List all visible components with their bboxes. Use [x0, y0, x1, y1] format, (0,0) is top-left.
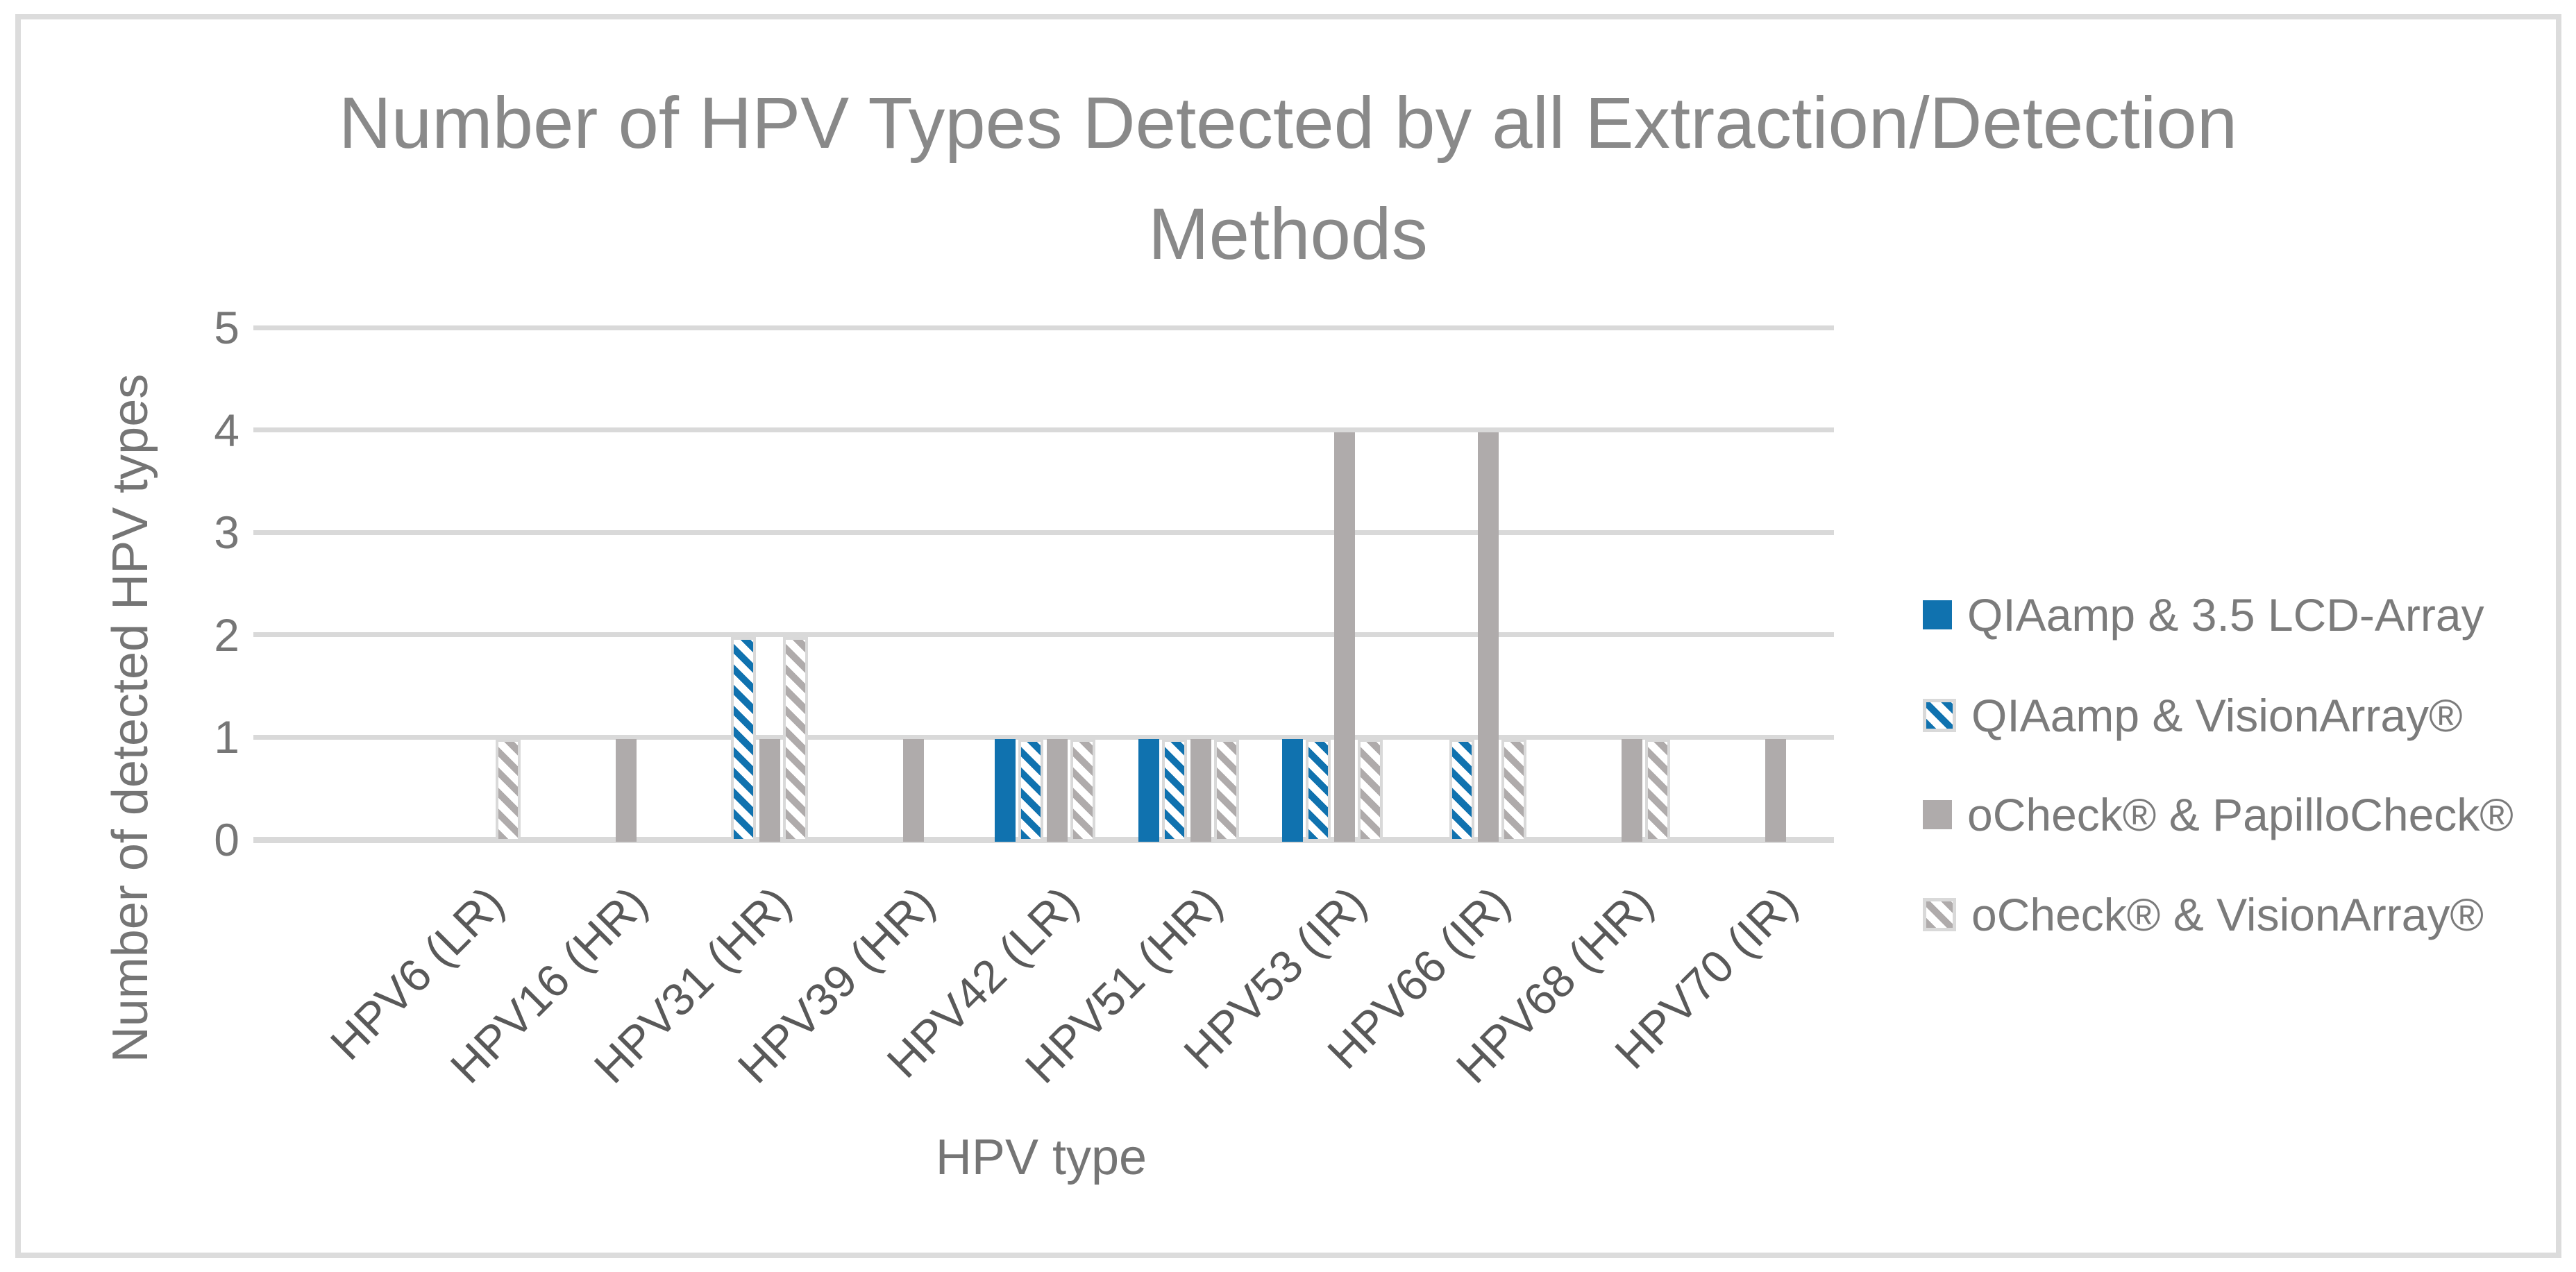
legend-item-ocheck-visionarray: oCheck® & VisionArray® [1923, 889, 2484, 940]
legend-swatch-solid-blue-icon [1923, 600, 1952, 629]
y-tick-label-0: 0 [214, 814, 239, 865]
bar-series1-HPV51 (HR) [1138, 739, 1160, 842]
bar-series3-HPV51 (HR) [1190, 739, 1211, 842]
legend-swatch-hatch-gray-icon [1923, 898, 1956, 931]
bar-series4-HPV66 (IR) [1501, 739, 1526, 842]
y-tick-label-1: 1 [214, 711, 239, 763]
chart-title: Number of HPV Types Detected by all Extr… [0, 68, 2576, 290]
gridline-0 [253, 836, 1834, 843]
bar-series4-HPV68 (HR) [1644, 739, 1670, 842]
bar-series2-HPV31 (HR) [731, 636, 757, 842]
bar-series4-HPV53 (IR) [1357, 739, 1383, 842]
gridline-1 [253, 734, 1834, 740]
x-axis-title: HPV type [935, 1130, 1147, 1185]
legend-label: QIAamp & 3.5 LCD-Array [1967, 589, 2484, 641]
bar-series3-HPV70 (IR) [1765, 739, 1786, 842]
legend-label: QIAamp & VisionArray® [1971, 690, 2463, 741]
legend-item-qiaamp-visionarray: QIAamp & VisionArray® [1923, 690, 2463, 741]
bar-series1-HPV53 (IR) [1282, 739, 1304, 842]
bar-series2-HPV66 (IR) [1449, 739, 1475, 842]
y-tick-label-4: 4 [214, 404, 239, 456]
y-tick-label-5: 5 [214, 302, 239, 353]
gridline-4 [253, 427, 1834, 433]
legend-swatch-solid-gray-icon [1923, 800, 1952, 829]
bar-series4-HPV6 (LR) [495, 739, 521, 842]
bar-series1-HPV42 (LR) [995, 739, 1016, 842]
bar-series3-HPV39 (HR) [902, 739, 924, 842]
bar-series3-HPV42 (LR) [1046, 739, 1068, 842]
bar-series4-HPV51 (HR) [1213, 739, 1239, 842]
chart-title-line-2: Methods [1148, 194, 1428, 275]
bar-series3-HPV31 (HR) [759, 739, 780, 842]
bar-series2-HPV42 (LR) [1018, 739, 1044, 842]
bar-series2-HPV51 (HR) [1162, 739, 1188, 842]
gridline-5 [253, 325, 1834, 330]
y-tick-label-3: 3 [214, 507, 239, 559]
legend-swatch-hatch-blue-icon [1923, 699, 1956, 732]
gridline-2 [253, 632, 1834, 638]
bar-series3-HPV53 (IR) [1333, 432, 1355, 842]
bar-series3-HPV66 (IR) [1477, 432, 1499, 842]
bar-series2-HPV53 (IR) [1306, 739, 1331, 842]
bar-series3-HPV68 (HR) [1621, 739, 1642, 842]
legend-item-qiaamp-lcd-array: QIAamp & 3.5 LCD-Array [1923, 589, 2484, 641]
legend-label: oCheck® & PapilloCheck® [1967, 789, 2514, 840]
chart-title-line-1: Number of HPV Types Detected by all Extr… [338, 83, 2238, 164]
y-axis-title: Number of detected HPV types [103, 373, 158, 1063]
legend-label: oCheck® & VisionArray® [1971, 889, 2484, 940]
legend-item-ocheck-papillocheck: oCheck® & PapilloCheck® [1923, 789, 2514, 840]
bar-series4-HPV31 (HR) [782, 636, 808, 842]
bar-series4-HPV42 (LR) [1070, 739, 1095, 842]
y-tick-label-2: 2 [214, 609, 239, 661]
bar-series3-HPV16 (HR) [615, 739, 637, 842]
gridline-3 [253, 529, 1834, 535]
